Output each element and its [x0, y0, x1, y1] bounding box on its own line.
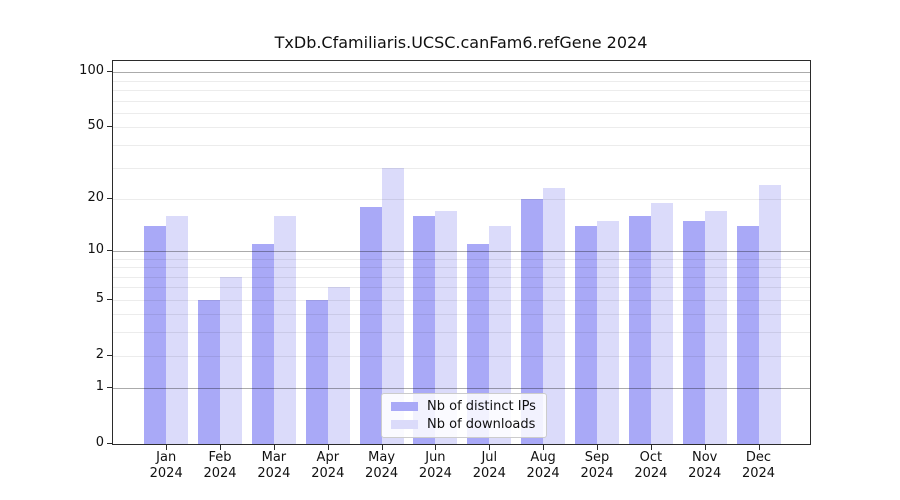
bar-nov-downloads [704, 211, 727, 444]
x-tick-aug [543, 445, 545, 450]
gridline-50 [113, 127, 810, 129]
bar-jun-distinct-ips [413, 215, 436, 444]
gridline-60 [113, 113, 810, 114]
bar-nov-distinct-ips [682, 220, 705, 444]
bar-may-downloads [381, 167, 404, 444]
gridline-2 [113, 355, 810, 357]
bar-jun-downloads [435, 211, 458, 444]
x-tick-apr [327, 445, 329, 450]
x-tick-label-apr: Apr 2024 [311, 450, 345, 481]
x-tick-may [381, 445, 383, 450]
legend-swatch-downloads [391, 419, 418, 429]
legend-swatch-distinct-ips [391, 402, 418, 412]
x-tick-jul [489, 445, 491, 450]
y-tick-label-5: 5 [95, 290, 104, 306]
gridline-70 [113, 100, 810, 102]
y-tick-50 [107, 126, 112, 128]
x-tick-sep [597, 445, 598, 450]
gridline-10 [113, 250, 810, 252]
y-tick-2 [107, 354, 112, 356]
y-tick-1 [107, 387, 112, 389]
gridline-6 [113, 287, 810, 289]
x-tick-label-dec: Dec 2024 [741, 450, 776, 481]
gridline-4 [113, 314, 810, 316]
x-tick-feb [220, 445, 221, 450]
bar-aug-downloads [543, 188, 566, 444]
x-tick-dec [758, 445, 760, 450]
bar-oct-distinct-ips [628, 215, 651, 444]
x-tick-label-jul: Jul 2024 [472, 450, 506, 481]
x-tick-mar [273, 445, 275, 450]
y-tick-label-0: 0 [95, 435, 104, 450]
x-tick-label-nov: Nov 2024 [688, 450, 722, 481]
bar-sep-distinct-ips [575, 226, 597, 444]
gridline-80 [113, 90, 810, 92]
bar-oct-downloads [650, 202, 673, 444]
y-tick-label-2: 2 [95, 346, 104, 362]
y-tick-5 [107, 298, 112, 300]
bar-feb-distinct-ips [198, 299, 221, 444]
legend-label-distinct-ips: Nb of distinct IPs [427, 399, 536, 415]
x-tick-label-may: May 2024 [365, 450, 399, 481]
bar-jan-downloads [166, 215, 189, 444]
x-tick-oct [650, 445, 652, 450]
legend-label-downloads: Nb of downloads [427, 416, 536, 432]
x-tick-label-jun: Jun 2024 [418, 450, 452, 481]
x-tick-jun [435, 445, 437, 450]
x-tick-nov [704, 445, 706, 450]
bar-dec-downloads [758, 184, 781, 444]
gridline-8 [113, 267, 810, 269]
gridline-3 [113, 332, 810, 334]
gridline-5 [113, 299, 810, 301]
bar-apr-downloads [327, 287, 350, 444]
x-tick-label-oct: Oct 2024 [634, 450, 668, 481]
y-tick-100 [107, 71, 112, 73]
gridline-1 [113, 388, 810, 390]
gridline-30 [113, 167, 810, 169]
plot-area [112, 60, 811, 445]
bar-mar-downloads [273, 215, 296, 444]
x-tick-label-sep: Sep 2024 [580, 450, 614, 481]
y-tick-label-100: 100 [79, 63, 104, 79]
x-tick-label-mar: Mar 2024 [257, 450, 291, 481]
bar-jan-distinct-ips [144, 226, 167, 444]
bar-apr-distinct-ips [305, 299, 328, 444]
gridline-20 [113, 198, 810, 200]
y-tick-label-10: 10 [87, 241, 104, 257]
chart-title: TxDb.Cfamiliaris.UCSC.canFam6.refGene 20… [274, 33, 648, 52]
y-tick-20 [107, 197, 112, 199]
x-tick-label-feb: Feb 2024 [203, 450, 237, 481]
x-tick-label-jan: Jan 2024 [149, 450, 183, 481]
x-tick-label-aug: Aug 2024 [526, 450, 560, 481]
y-tick-10 [107, 249, 112, 251]
bar-may-distinct-ips [359, 206, 382, 444]
legend: Nb of distinct IPs Nb of downloads [381, 393, 547, 438]
y-tick-label-50: 50 [87, 118, 104, 134]
gridline-90 [113, 80, 810, 82]
bar-aug-distinct-ips [521, 198, 544, 444]
gridline-9 [113, 258, 810, 260]
y-tick-label-20: 20 [87, 189, 104, 205]
bar-jul-downloads [489, 226, 512, 444]
bar-feb-downloads [220, 276, 243, 444]
bar-sep-downloads [597, 220, 619, 444]
gridline-7 [113, 276, 810, 278]
bar-mar-distinct-ips [251, 243, 274, 444]
bar-dec-distinct-ips [736, 226, 759, 444]
x-tick-jan [166, 445, 168, 450]
legend-item-downloads: Nb of downloads [391, 417, 537, 432]
gridline-40 [113, 145, 810, 146]
y-tick-label-1: 1 [95, 379, 104, 395]
legend-item-distinct-ips: Nb of distinct IPs [391, 399, 537, 414]
y-tick-0 [107, 443, 112, 444]
gridline-100 [113, 72, 810, 74]
